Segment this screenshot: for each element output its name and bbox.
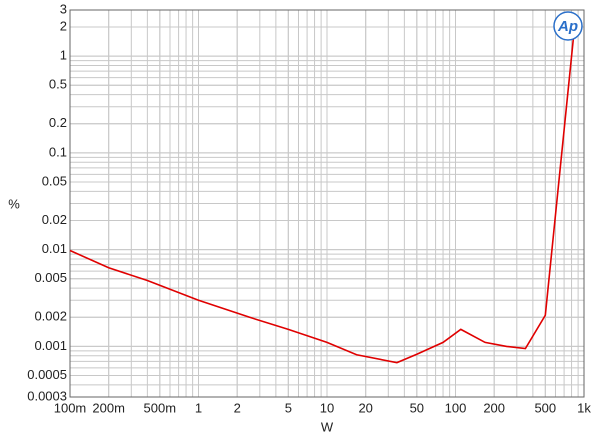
x-tick-label: 500 [534,400,556,415]
y-tick-label: 0.1 [49,144,67,159]
y-tick-label: 0.5 [49,77,67,92]
y-tick-label: 0.02 [42,212,67,227]
y-tick-label: 0.01 [42,241,67,256]
plot-frame [69,9,585,398]
x-tick-label: 1 [195,400,202,415]
y-tick-label: 0.002 [34,309,67,324]
x-tick-label: 10 [320,400,334,415]
y-axis-label: % [8,196,20,211]
x-tick-label: 2 [234,400,241,415]
x-tick-label: 100m [54,400,87,415]
y-tick-label: 1 [60,48,67,63]
line [69,22,576,364]
x-tick-label: 50 [410,400,424,415]
x-tick-label: 20 [358,400,372,415]
x-tick-label: 1k [577,400,591,415]
y-tick-label: 0.05 [42,173,67,188]
y-tick-label: 0.005 [34,270,67,285]
logo-ring [553,11,583,41]
x-tick-label: 200 [483,400,505,415]
y-tick-label: 3 [60,1,67,16]
x-tick-label: 500m [144,400,177,415]
y-tick-label: 0.0003 [27,388,67,403]
y-tick-label: 0.2 [49,115,67,130]
x-axis-label: W [321,419,334,434]
y-tick-label: 0.0005 [27,367,67,382]
x-tick-label: 5 [285,400,292,415]
logo: Ap [557,18,578,35]
y-tick-label: 0.001 [34,338,67,353]
y-tick-label: 2 [60,18,67,33]
x-tick-label: 200m [92,400,125,415]
x-tick-label: 100 [445,400,467,415]
